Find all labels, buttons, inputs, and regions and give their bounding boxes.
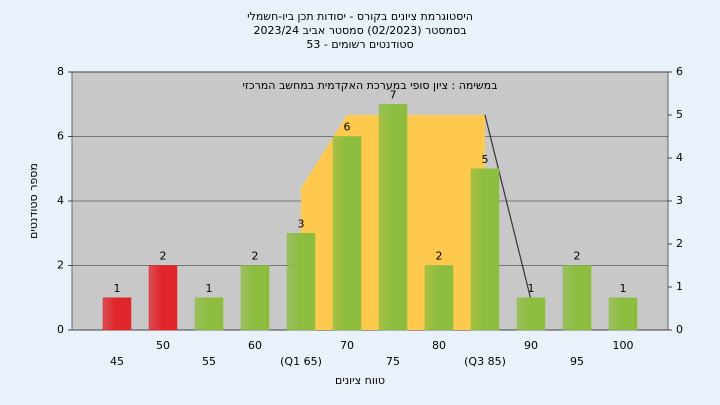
y-tick-label: 6 (57, 130, 64, 143)
bar (240, 265, 270, 331)
value-label: 5 (482, 153, 489, 166)
y2-tick-label: 0 (676, 323, 683, 336)
value-label: 1 (206, 282, 213, 295)
x-tick-label: 45 (110, 355, 124, 368)
bar (378, 104, 408, 331)
value-label: 2 (160, 250, 167, 263)
value-label: 3 (298, 217, 305, 230)
x-tick-label: 100 (613, 339, 634, 352)
annotation: במשימה : ציון סופי במערכת האקדמית במחשב … (243, 79, 498, 92)
y2-tick-label: 4 (676, 151, 683, 164)
chart-subtitle: סטודנטים רשומים - 53 (306, 38, 413, 51)
bar (286, 233, 316, 331)
bar (424, 265, 454, 331)
bar (332, 136, 362, 331)
value-label: 7 (390, 88, 397, 101)
x-axis-label: טווח ציונים (335, 374, 385, 387)
y2-tick-label: 1 (676, 280, 683, 293)
x-tick-label: 60 (248, 339, 262, 352)
bar (516, 297, 546, 331)
bar (470, 168, 500, 331)
x-tick-label: 70 (340, 339, 354, 352)
x-tick-label: 75 (386, 355, 400, 368)
y2-tick-label: 5 (676, 108, 683, 121)
y-axis-label: מספר סטודנטים (27, 163, 40, 239)
bar (608, 297, 638, 331)
chart-title: היסטוגרמת ציונים בקורס - יסודות תכן ביו-… (247, 10, 473, 23)
bar (562, 265, 592, 331)
chart-subtitle: בסמסטר (02/2023) סמסטר אביב 2023/24 (253, 24, 466, 37)
value-label: 2 (436, 250, 443, 263)
x-tick-label: 80 (432, 339, 446, 352)
y2-tick-label: 2 (676, 237, 683, 250)
x-tick-label: (Q3 85) (464, 355, 506, 368)
value-label: 1 (620, 282, 627, 295)
overlay-line (484, 114, 532, 301)
y-tick-label: 8 (57, 65, 64, 78)
x-tick-label: (Q1 65) (280, 355, 322, 368)
value-label: 2 (574, 250, 581, 263)
bar (194, 297, 224, 331)
value-label: 1 (114, 282, 121, 295)
value-label: 6 (344, 121, 351, 134)
value-label: 1 (528, 282, 535, 295)
bar (102, 297, 132, 331)
y-tick-label: 4 (57, 194, 64, 207)
x-tick-label: 50 (156, 339, 170, 352)
bar (148, 265, 178, 331)
x-tick-label: 90 (524, 339, 538, 352)
y-tick-label: 0 (57, 323, 64, 336)
x-tick-label: 95 (570, 355, 584, 368)
y2-tick-label: 6 (676, 65, 683, 78)
y2-tick-label: 3 (676, 194, 683, 207)
value-label: 2 (252, 250, 259, 263)
x-tick-label: 55 (202, 355, 216, 368)
y-tick-label: 2 (57, 259, 64, 272)
